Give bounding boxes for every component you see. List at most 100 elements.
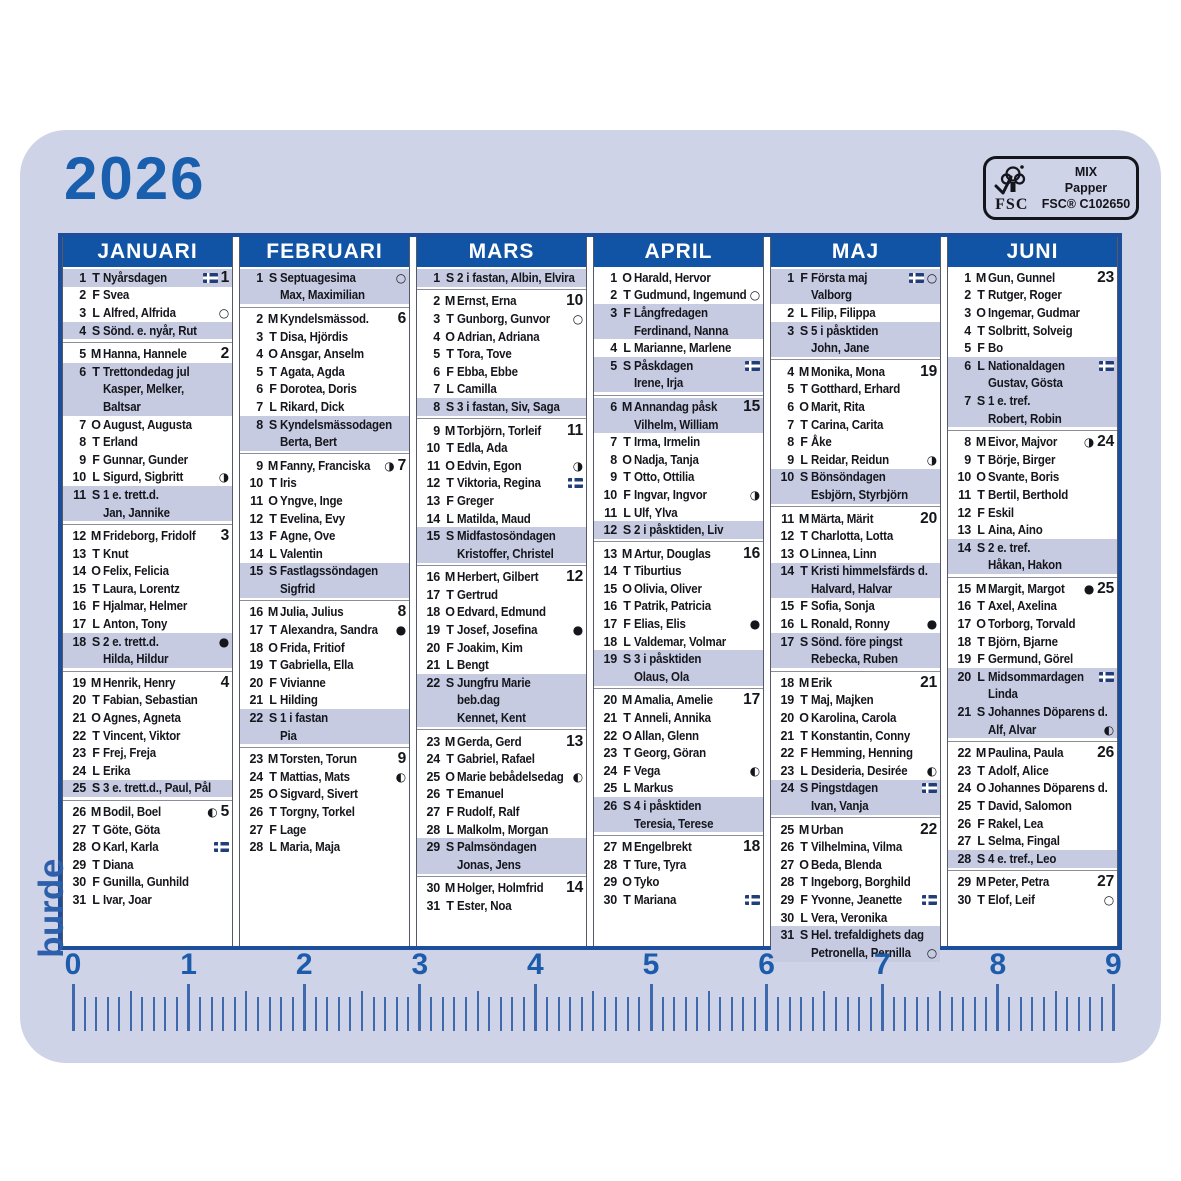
name-day-text: Berta, Bert (280, 435, 337, 450)
weekday-letter: M (90, 347, 102, 362)
weekday-letter: S (445, 840, 455, 855)
name-day-text: Jan, Jannike (103, 505, 170, 520)
weekday-letter: F (623, 617, 631, 632)
day-line: 26 M Bodil, Boel ◐ 5 (63, 803, 232, 821)
day-number: 25 (603, 781, 617, 796)
day-number: 10 (780, 470, 794, 485)
day-line: 19 S 3 i påsktiden (594, 650, 763, 668)
day-row: 11 L Ulf, Ylva (594, 504, 763, 522)
day-row: 20 F Vivianne (240, 674, 409, 692)
name-day-text: David, Salomon (988, 799, 1072, 814)
day-row: 2 T Rutger, Roger (948, 287, 1117, 305)
day-line: 18 O Frida, Fritiof (240, 639, 409, 657)
name-day-text: Axel, Axelina (988, 599, 1057, 614)
day-row-markers: ◑ (219, 469, 229, 487)
week-separator (948, 429, 1117, 431)
ruler-tick (1031, 997, 1034, 1031)
ruler-tick (1111, 984, 1115, 1031)
ruler-number: 6 (758, 948, 775, 981)
day-row-markers: 14 (566, 879, 583, 898)
day-row: 30 F Gunilla, Gunhild (63, 874, 232, 892)
day-row-markers: ◑ 7 (384, 457, 406, 475)
day-row: 16 T Patrik, Patricia (594, 598, 763, 616)
moon-phase-icon: ○ (395, 270, 406, 285)
ruler-number: 0 (64, 948, 82, 981)
name-day-text: Kennet, Kent (457, 711, 526, 726)
ruler-tick (661, 997, 664, 1031)
ruler-number: 1 (180, 948, 197, 981)
day-row: 18 O Edvard, Edmund (417, 604, 586, 622)
day-row: 20 L Midsommardagen Linda (948, 668, 1117, 704)
weekday-letter: T (92, 822, 100, 837)
day-row: 21 L Bengt (417, 656, 586, 674)
ruler-tick (580, 997, 583, 1031)
name-day-text: Patrik, Patricia (634, 599, 711, 614)
name-day-text: Ebba, Ebbe (457, 364, 518, 379)
day-row: 31 L Ivar, Joar (63, 891, 232, 909)
name-day-text: Evelina, Evy (280, 511, 345, 526)
day-number: 13 (780, 546, 794, 561)
month-header: FEBRUARI (240, 237, 409, 267)
day-number: 17 (426, 587, 440, 602)
day-line: 12 T Viktoria, Regina (417, 475, 586, 493)
day-row: 27 F Rudolf, Ralf (417, 803, 586, 821)
day-row: 7 L Camilla (417, 381, 586, 399)
weekday-letter: O (445, 605, 455, 620)
ruler-number: 9 (1105, 948, 1122, 981)
day-number: 16 (780, 617, 794, 632)
weekday-letter: T (800, 693, 808, 708)
weekday-letter: O (268, 493, 278, 508)
day-row: 23 F Frej, Freja (63, 744, 232, 762)
day-line: Petronella, Pernilla ○ (771, 944, 940, 962)
day-line: 10 O Svante, Boris (948, 469, 1117, 487)
day-line: 28 S 4 e. tref., Leo (948, 850, 1117, 868)
day-line: 15 S Fastlagssöndagen (240, 563, 409, 581)
day-row: 21 T Konstantin, Conny (771, 727, 940, 745)
ruler-tick (337, 997, 340, 1031)
name-day-text: Gudmund, Ingemund (634, 288, 747, 303)
day-line: 25 L Markus (594, 780, 763, 798)
weekday-letter: T (800, 728, 808, 743)
day-line: 12 S 2 i påsktiden, Liv (594, 521, 763, 539)
name-day-text: Sigurd, Sigbritt (103, 470, 184, 485)
day-line: 17 T Alexandra, Sandra ● (240, 621, 409, 639)
name-day-text: Solbritt, Solveig (988, 323, 1073, 338)
day-row: 28 S 4 e. tref., Leo (948, 850, 1117, 868)
day-row: 3 T Disa, Hjördis (240, 328, 409, 346)
day-line: 5 M Hanna, Hannele 2 (63, 345, 232, 363)
weekday-letter: T (92, 581, 100, 596)
weekday-letter: O (91, 840, 101, 855)
day-number: 19 (780, 693, 794, 708)
name-day-text: 3 i påsktiden (634, 652, 702, 667)
day-number: 30 (780, 910, 794, 925)
day-line: 7 T Carina, Carita (771, 416, 940, 434)
ruler-tick (268, 997, 271, 1031)
calendar-grid: JANUARI 1 T Nyårsdagen 1 2 F Svea 3 L Alfred, Alfr… (58, 233, 1122, 962)
weekday-letter: O (976, 617, 986, 632)
weekday-letter: S (976, 540, 986, 555)
day-row: 2 F Svea (63, 287, 232, 305)
day-line: 29 M Peter, Petra 27 (948, 873, 1117, 892)
week-number: 27 (1097, 873, 1114, 891)
moon-phase-icon: ◐ (749, 763, 760, 778)
name-day-text: Desideria, Desirée (811, 763, 908, 778)
day-row: 22 S Jungfru Marie beb.dag Kennet, Kent (417, 674, 586, 727)
weekday-letter: F (623, 487, 631, 502)
day-row: 5 T Agata, Agda (240, 363, 409, 381)
day-line: 5 T Agata, Agda (240, 363, 409, 381)
day-number: 29 (780, 892, 794, 907)
weekday-letter: T (977, 634, 985, 649)
name-day-text: 5 i påsktiden (811, 323, 879, 338)
name-day-text: Gunborg, Gunvor (457, 311, 551, 326)
day-line: beb.dag (417, 692, 586, 710)
day-row: 15 S Midfastosöndagen Kristoffer, Christel (417, 527, 586, 563)
name-day-text: Johannes Döparens d. (988, 705, 1108, 720)
day-row-markers: 1 (202, 269, 229, 287)
day-number: 31 (426, 898, 440, 913)
week-number: 15 (743, 397, 760, 415)
day-row: 5 T Tora, Tove (417, 345, 586, 363)
day-row-markers: 27 (1097, 873, 1114, 892)
day-line: 15 M Margit, Margot ● 25 (948, 580, 1117, 598)
day-line: Esbjörn, Styrbjörn (771, 486, 940, 504)
day-line: 25 O Marie bebådelsedag ◐ (417, 768, 586, 786)
